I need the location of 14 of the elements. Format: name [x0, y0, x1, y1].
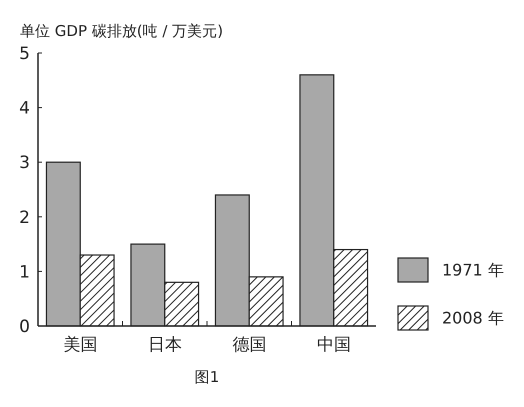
- x-tick-label: 美国: [63, 335, 98, 355]
- legend-label: 1971 年: [442, 260, 504, 280]
- x-tick-label: 日本: [148, 335, 182, 355]
- y-tick-label: 5: [19, 44, 30, 64]
- caption: 图1: [194, 368, 220, 386]
- legend-label: 2008 年: [442, 308, 504, 328]
- y-tick-label: 1: [19, 262, 30, 282]
- y-tick-label: 4: [19, 98, 30, 119]
- y-tick-label: 0: [19, 316, 30, 337]
- y-tick-label: 2: [19, 208, 30, 228]
- y-axis-title: 单位 GDP 碳排放(吨 / 万美元): [20, 22, 224, 40]
- x-tick-label: 中国: [316, 335, 351, 355]
- y-tick-label: 3: [19, 153, 30, 174]
- x-tick-label: 德国: [232, 335, 266, 355]
